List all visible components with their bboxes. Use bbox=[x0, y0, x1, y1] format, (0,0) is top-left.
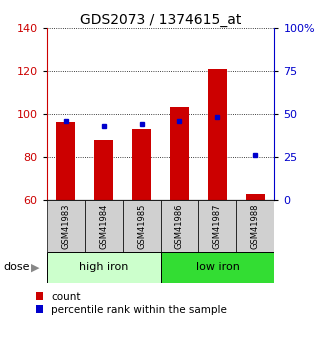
Bar bbox=[47, 200, 84, 252]
Legend: count, percentile rank within the sample: count, percentile rank within the sample bbox=[36, 292, 227, 315]
Bar bbox=[56, 122, 75, 200]
Bar bbox=[208, 69, 227, 200]
Text: GSM41988: GSM41988 bbox=[251, 203, 260, 249]
Text: GSM41983: GSM41983 bbox=[61, 203, 70, 249]
Bar bbox=[160, 200, 198, 252]
Bar bbox=[198, 200, 237, 252]
Bar bbox=[132, 129, 151, 200]
Text: GSM41986: GSM41986 bbox=[175, 203, 184, 249]
Bar bbox=[47, 252, 160, 283]
Title: GDS2073 / 1374615_at: GDS2073 / 1374615_at bbox=[80, 12, 241, 27]
Text: ▶: ▶ bbox=[30, 263, 39, 272]
Text: GSM41984: GSM41984 bbox=[99, 203, 108, 249]
Text: high iron: high iron bbox=[79, 263, 128, 272]
Text: low iron: low iron bbox=[195, 263, 239, 272]
Bar bbox=[84, 200, 123, 252]
Bar bbox=[170, 107, 189, 200]
Bar bbox=[123, 200, 160, 252]
Bar bbox=[237, 200, 274, 252]
Bar bbox=[160, 252, 274, 283]
Text: GSM41985: GSM41985 bbox=[137, 203, 146, 249]
Text: GSM41987: GSM41987 bbox=[213, 203, 222, 249]
Bar bbox=[246, 194, 265, 200]
Bar bbox=[94, 140, 113, 200]
Text: dose: dose bbox=[3, 263, 30, 272]
